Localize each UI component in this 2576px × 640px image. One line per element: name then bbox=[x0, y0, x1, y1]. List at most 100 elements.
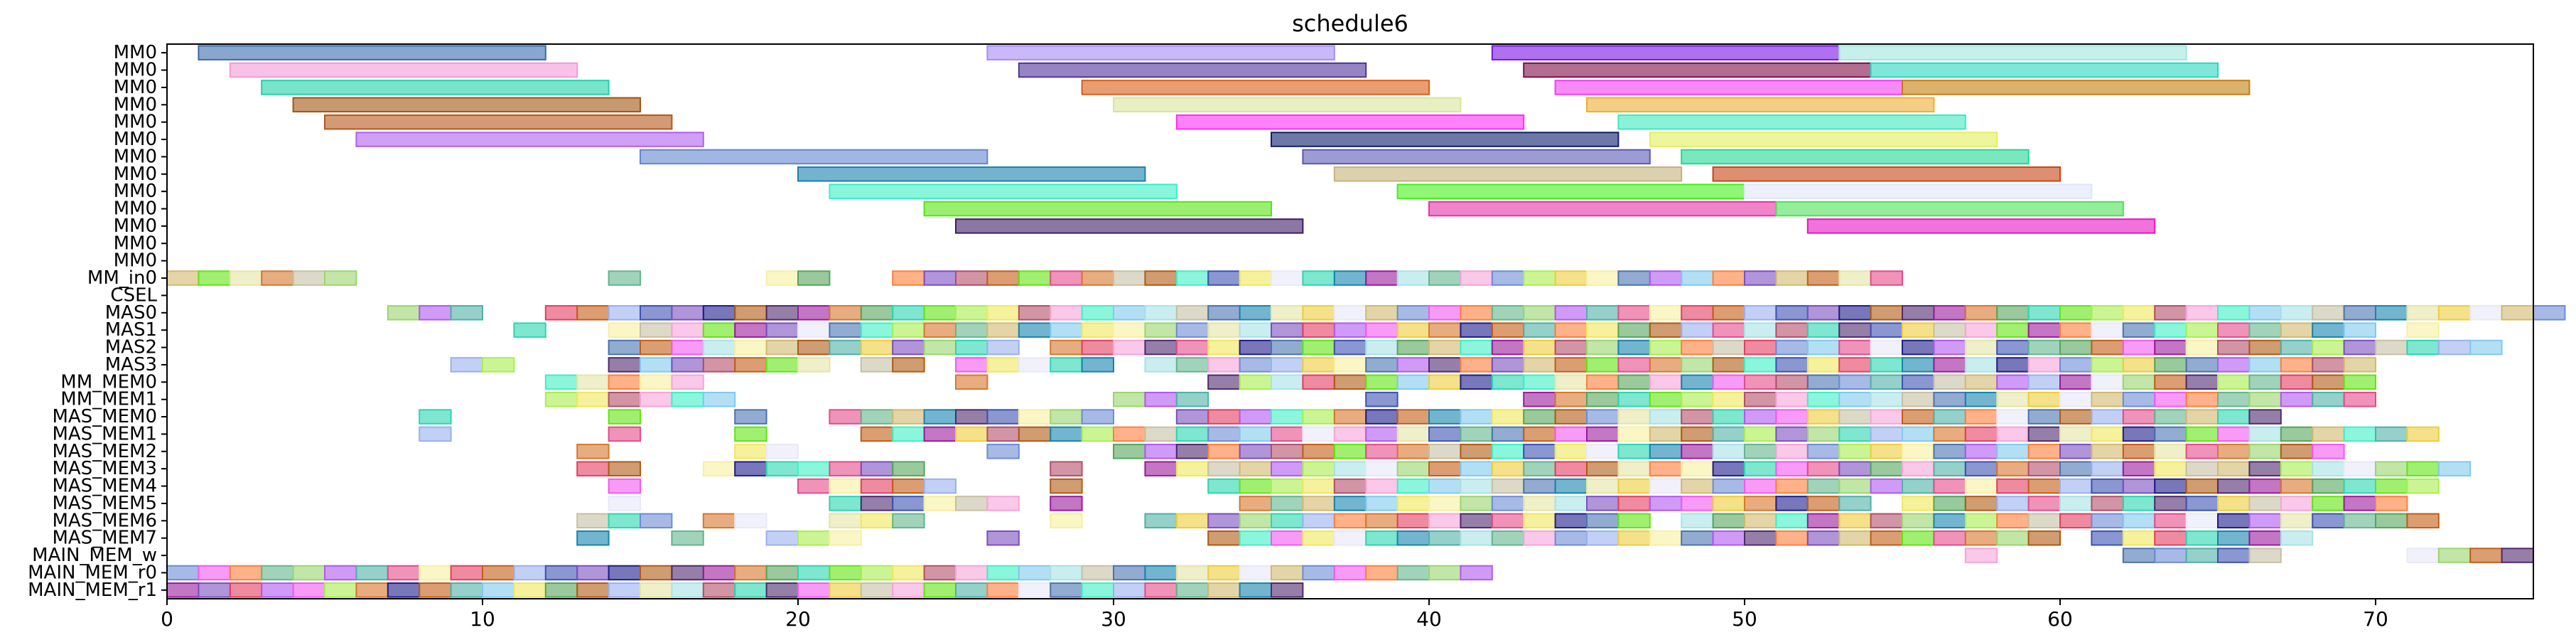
task-bar bbox=[1081, 582, 1114, 598]
task-bar bbox=[2091, 339, 2124, 356]
task-bar bbox=[1870, 478, 1904, 494]
task-bar bbox=[1428, 322, 1462, 338]
task-bar bbox=[166, 565, 200, 581]
task-bar bbox=[1271, 357, 1304, 373]
task-bar bbox=[765, 461, 799, 476]
task-bar bbox=[1333, 565, 1367, 581]
task-bar bbox=[1902, 461, 1935, 476]
task-bar bbox=[1870, 357, 1904, 373]
task-bar bbox=[1271, 374, 1304, 390]
y-tick-label: MM_MEM1 bbox=[60, 389, 157, 410]
task-bar bbox=[1586, 478, 1620, 494]
task-bar bbox=[1271, 426, 1304, 442]
task-bar bbox=[1617, 270, 1651, 286]
task-bar bbox=[1712, 426, 1746, 442]
y-tick-label: MAIN_MEM_r1 bbox=[28, 580, 157, 601]
task-bar bbox=[1018, 565, 1052, 581]
task-bar bbox=[1018, 409, 1052, 425]
task-bar bbox=[1460, 444, 1493, 459]
task-bar bbox=[2248, 530, 2282, 546]
task-bar bbox=[702, 322, 736, 338]
task-bar bbox=[1744, 305, 1777, 321]
task-bar bbox=[1586, 444, 1620, 459]
task-bar bbox=[2312, 305, 2345, 321]
task-bar bbox=[576, 565, 610, 581]
task-bar bbox=[1902, 391, 1935, 407]
task-bar bbox=[1396, 270, 1430, 286]
task-bar bbox=[1523, 62, 1872, 78]
task-bar bbox=[1428, 565, 1462, 581]
task-bar bbox=[387, 582, 421, 598]
task-bar bbox=[1491, 322, 1525, 338]
task-bar bbox=[1681, 444, 1714, 459]
task-bar bbox=[2154, 391, 2187, 407]
task-bar bbox=[1396, 461, 1430, 476]
task-bar bbox=[2343, 374, 2377, 390]
task-bar bbox=[1175, 409, 1209, 425]
task-bar bbox=[1806, 391, 1841, 407]
task-bar bbox=[1302, 270, 1335, 286]
task-bar bbox=[2375, 461, 2408, 476]
task-bar bbox=[860, 339, 894, 356]
task-bar bbox=[482, 565, 515, 581]
task-bar bbox=[923, 409, 956, 425]
y-tick-label: MAS_MEM6 bbox=[52, 510, 157, 531]
task-bar bbox=[734, 305, 767, 321]
task-bar bbox=[1144, 565, 1177, 581]
task-bar bbox=[1271, 478, 1304, 494]
task-bar bbox=[702, 339, 736, 356]
task-bar bbox=[1617, 409, 1651, 425]
task-bar bbox=[2217, 513, 2251, 529]
task-bar bbox=[1649, 478, 1683, 494]
task-bar bbox=[1681, 478, 1714, 494]
task-bar bbox=[2343, 339, 2377, 356]
task-bar bbox=[513, 582, 546, 598]
task-bar bbox=[1681, 391, 1714, 407]
task-bar bbox=[1365, 530, 1399, 546]
task-bar bbox=[1365, 374, 1399, 390]
task-bar bbox=[1175, 565, 1209, 581]
task-bar bbox=[1681, 322, 1714, 338]
task-bar bbox=[2185, 496, 2219, 511]
task-bar bbox=[2248, 391, 2282, 407]
task-bar bbox=[1775, 374, 1809, 390]
task-bar bbox=[1207, 478, 1241, 494]
task-bar bbox=[1460, 322, 1493, 338]
task-bar bbox=[986, 530, 1020, 546]
task-bar bbox=[1050, 270, 1083, 286]
task-bar bbox=[1333, 322, 1367, 338]
task-bar bbox=[1744, 530, 1777, 546]
task-bar bbox=[1617, 114, 1966, 130]
task-bar bbox=[2091, 322, 2124, 338]
task-bar bbox=[1744, 270, 1777, 286]
task-bar bbox=[2059, 478, 2093, 494]
task-bar bbox=[1744, 391, 1777, 407]
task-bar bbox=[2248, 357, 2282, 373]
task-bar bbox=[2154, 409, 2187, 425]
y-tick-label: MM0 bbox=[114, 233, 157, 254]
task-bar bbox=[923, 426, 956, 442]
task-bar bbox=[702, 565, 736, 581]
task-bar bbox=[734, 339, 767, 356]
task-bar bbox=[1271, 270, 1304, 286]
task-bar bbox=[1207, 339, 1241, 356]
task-bar bbox=[1175, 305, 1209, 321]
task-bar bbox=[1775, 426, 1809, 442]
task-bar bbox=[1081, 565, 1114, 581]
task-bar bbox=[1175, 114, 1525, 130]
task-bar bbox=[797, 461, 831, 476]
task-bar bbox=[1523, 478, 1556, 494]
task-bar bbox=[1018, 270, 1052, 286]
task-bar bbox=[1428, 530, 1462, 546]
y-tick-label: MAS_MEM3 bbox=[52, 458, 157, 479]
task-bar bbox=[1271, 322, 1304, 338]
task-bar bbox=[1554, 270, 1588, 286]
task-bar bbox=[2091, 305, 2124, 321]
task-bar bbox=[2185, 426, 2219, 442]
task-bar bbox=[1902, 374, 1935, 390]
task-bar bbox=[1239, 444, 1272, 459]
task-bar bbox=[482, 582, 515, 598]
task-bar bbox=[1996, 513, 2030, 529]
task-bar bbox=[1239, 582, 1272, 598]
task-bar bbox=[608, 339, 641, 356]
